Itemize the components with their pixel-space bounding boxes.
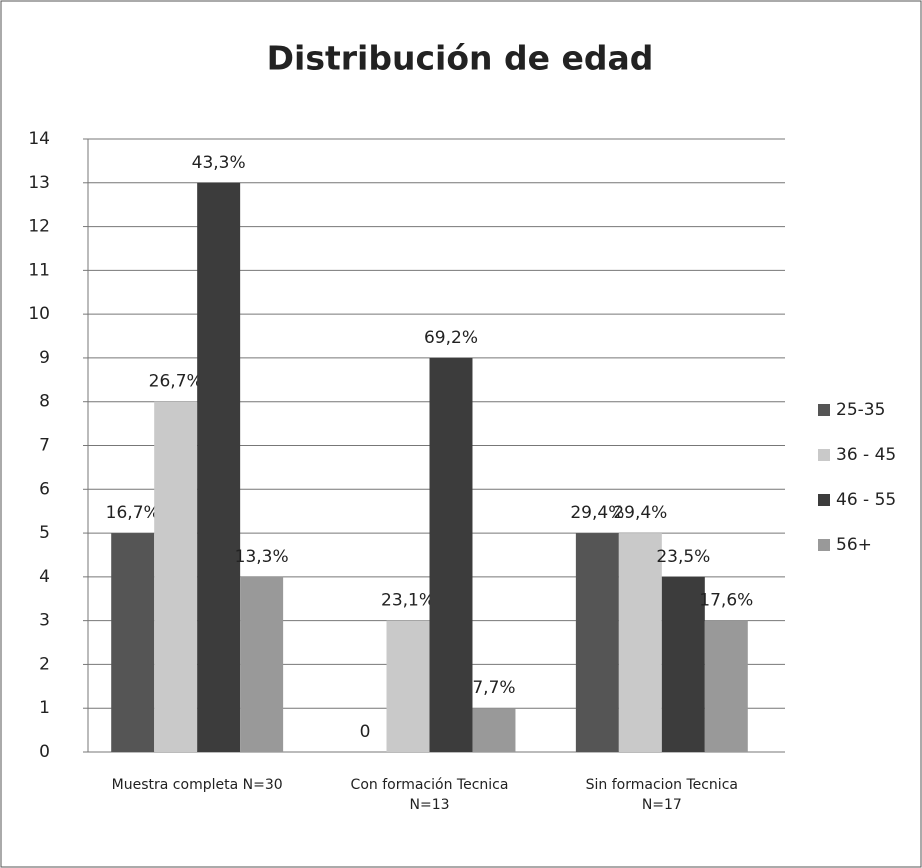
bar — [472, 708, 516, 752]
y-tick-label: 10 — [28, 304, 50, 324]
bar — [704, 620, 748, 752]
bar — [618, 533, 662, 752]
data-label: 23,1% — [381, 591, 435, 611]
x-tick-label: Muestra completa N=30 — [111, 777, 283, 793]
x-tick-label: Con formación Tecnica N=13 — [350, 777, 509, 813]
data-label: 43,3% — [192, 153, 246, 173]
bar — [154, 401, 198, 752]
data-label: 13,3% — [235, 547, 289, 567]
bar — [575, 533, 619, 752]
bar — [429, 357, 473, 752]
legend-label: 25-35 — [836, 400, 885, 420]
data-label: 26,7% — [149, 372, 203, 392]
legend-label: 36 - 45 — [836, 445, 896, 465]
y-tick-label: 8 — [39, 392, 50, 412]
bar — [386, 620, 430, 752]
data-label: 7,7% — [472, 678, 515, 698]
legend-swatch — [818, 494, 830, 506]
legend-swatch — [818, 539, 830, 551]
y-tick-label: 14 — [28, 129, 50, 149]
legend-label: 56+ — [836, 535, 872, 555]
y-tick-label: 13 — [28, 173, 50, 193]
bar — [111, 533, 155, 752]
y-tick-label: 5 — [39, 523, 50, 543]
data-label: 29,4% — [570, 503, 624, 523]
legend-swatch — [818, 449, 830, 461]
data-label: 16,7% — [106, 503, 160, 523]
data-label: 29,4% — [613, 503, 667, 523]
data-label: 17,6% — [699, 591, 753, 611]
y-tick-label: 1 — [39, 698, 50, 718]
bar — [240, 576, 284, 752]
data-label: 23,5% — [656, 547, 710, 567]
legend-label: 46 - 55 — [836, 490, 896, 510]
y-tick-label: 0 — [39, 742, 50, 762]
y-tick-label: 6 — [39, 479, 50, 499]
y-tick-label: 3 — [39, 611, 50, 631]
data-label: 0 — [360, 722, 371, 742]
y-tick-label: 7 — [39, 436, 50, 456]
y-tick-label: 11 — [28, 260, 50, 280]
bar — [661, 576, 705, 752]
x-tick-label: Sin formacion Tecnica N=17 — [585, 777, 738, 813]
bar — [197, 182, 241, 753]
legend-swatch — [818, 404, 830, 416]
y-tick-label: 9 — [39, 348, 50, 368]
chart-title: Distribución de edad — [267, 39, 654, 78]
y-tick-label: 4 — [39, 567, 50, 587]
data-label: 69,2% — [424, 328, 478, 348]
y-tick-label: 2 — [39, 654, 50, 674]
y-tick-label: 12 — [28, 217, 50, 237]
